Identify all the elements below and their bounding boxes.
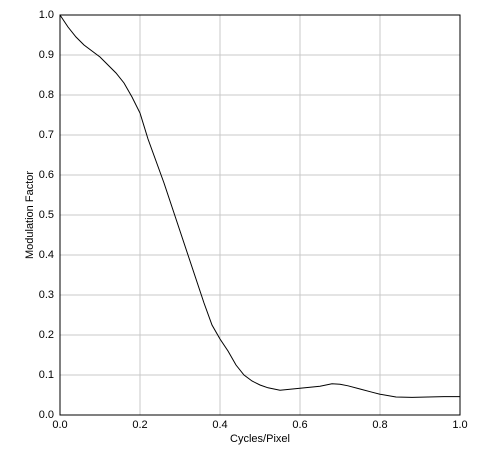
- x-tick-label: 1.0: [452, 419, 467, 431]
- x-tick-label: 0.6: [292, 419, 307, 431]
- x-tick-label: 0.8: [372, 419, 387, 431]
- y-tick-label: 0.7: [39, 129, 54, 141]
- x-tick-label: 0.0: [52, 419, 67, 431]
- y-tick-label: 0.6: [39, 169, 54, 181]
- y-tick-label: 0.8: [39, 89, 54, 101]
- y-tick-label: 0.3: [39, 289, 54, 301]
- y-tick-label: 0.9: [39, 49, 54, 61]
- y-tick-label: 0.5: [39, 209, 54, 221]
- y-tick-label: 0.4: [39, 249, 54, 261]
- y-tick-label: 0.2: [39, 329, 54, 341]
- x-tick-label: 0.2: [132, 419, 147, 431]
- x-axis-label: Cycles/Pixel: [230, 433, 290, 445]
- y-tick-label: 0.1: [39, 369, 54, 381]
- plot-frame: [59, 14, 461, 416]
- data-line: [59, 14, 460, 398]
- y-tick-label: 0.0: [39, 409, 54, 421]
- y-tick-label: 1.0: [39, 9, 54, 21]
- x-tick-label: 0.4: [212, 419, 227, 431]
- y-axis-label: Modulation Factor: [24, 171, 36, 259]
